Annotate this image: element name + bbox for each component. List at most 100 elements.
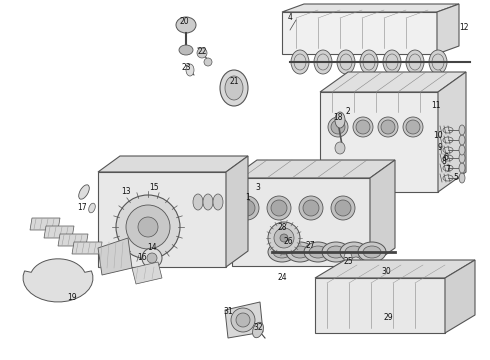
Ellipse shape <box>273 246 291 258</box>
Text: 1: 1 <box>245 194 250 202</box>
Ellipse shape <box>314 50 332 74</box>
Polygon shape <box>98 238 132 275</box>
Ellipse shape <box>235 196 259 220</box>
Polygon shape <box>282 12 437 54</box>
Ellipse shape <box>351 257 361 267</box>
Ellipse shape <box>268 242 296 262</box>
Ellipse shape <box>291 246 309 258</box>
Text: 27: 27 <box>305 240 315 249</box>
Ellipse shape <box>459 163 465 173</box>
Ellipse shape <box>291 50 309 74</box>
Ellipse shape <box>331 196 355 220</box>
Ellipse shape <box>354 266 362 274</box>
Text: 28: 28 <box>277 224 287 233</box>
Ellipse shape <box>126 205 170 249</box>
Ellipse shape <box>429 50 447 74</box>
Polygon shape <box>282 4 459 12</box>
Ellipse shape <box>213 194 223 210</box>
Text: 18: 18 <box>333 113 343 122</box>
Ellipse shape <box>176 17 196 33</box>
Ellipse shape <box>378 117 398 137</box>
Ellipse shape <box>203 194 213 210</box>
Ellipse shape <box>363 246 381 258</box>
Text: 29: 29 <box>383 314 393 323</box>
Text: 4: 4 <box>288 13 293 22</box>
Polygon shape <box>98 156 248 172</box>
Ellipse shape <box>186 64 194 76</box>
Ellipse shape <box>236 313 250 327</box>
Polygon shape <box>98 172 226 267</box>
Polygon shape <box>438 72 466 192</box>
Ellipse shape <box>147 253 157 263</box>
Ellipse shape <box>231 308 255 332</box>
Polygon shape <box>225 302 263 338</box>
Polygon shape <box>58 234 88 246</box>
Ellipse shape <box>268 222 300 254</box>
Ellipse shape <box>381 120 395 134</box>
Ellipse shape <box>358 242 386 262</box>
Ellipse shape <box>225 76 243 100</box>
Polygon shape <box>44 226 74 238</box>
Text: 10: 10 <box>433 131 443 140</box>
Ellipse shape <box>304 242 332 262</box>
Text: 17: 17 <box>77 203 87 212</box>
Text: 20: 20 <box>179 18 189 27</box>
Ellipse shape <box>280 234 288 242</box>
Ellipse shape <box>406 120 420 134</box>
Polygon shape <box>320 92 438 192</box>
Ellipse shape <box>220 70 248 106</box>
Polygon shape <box>30 218 60 230</box>
Polygon shape <box>226 156 248 267</box>
Text: 14: 14 <box>147 243 157 252</box>
Ellipse shape <box>345 246 363 258</box>
Polygon shape <box>370 160 395 266</box>
Polygon shape <box>232 178 370 266</box>
Text: 30: 30 <box>381 267 391 276</box>
Ellipse shape <box>459 125 465 135</box>
Ellipse shape <box>274 228 294 248</box>
Ellipse shape <box>271 200 287 216</box>
Text: 8: 8 <box>441 158 446 166</box>
Ellipse shape <box>360 50 378 74</box>
Text: 16: 16 <box>137 253 147 262</box>
Polygon shape <box>437 4 459 54</box>
Ellipse shape <box>459 153 465 163</box>
Text: 21: 21 <box>229 77 239 86</box>
Ellipse shape <box>340 242 368 262</box>
Polygon shape <box>72 242 102 254</box>
Ellipse shape <box>299 196 323 220</box>
Text: 31: 31 <box>223 307 233 316</box>
Ellipse shape <box>267 196 291 220</box>
Ellipse shape <box>193 194 203 210</box>
Text: 6: 6 <box>443 153 448 162</box>
Text: 3: 3 <box>256 184 261 193</box>
Ellipse shape <box>79 185 89 199</box>
Ellipse shape <box>459 135 465 145</box>
Polygon shape <box>320 72 466 92</box>
Ellipse shape <box>252 322 264 338</box>
Ellipse shape <box>309 246 327 258</box>
Polygon shape <box>445 260 475 333</box>
Text: 32: 32 <box>253 324 263 333</box>
Ellipse shape <box>138 217 158 237</box>
Ellipse shape <box>303 200 319 216</box>
Ellipse shape <box>89 203 95 213</box>
Polygon shape <box>23 259 93 302</box>
Text: 23: 23 <box>181 63 191 72</box>
Text: 5: 5 <box>454 174 459 183</box>
Text: 24: 24 <box>277 274 287 283</box>
Text: 13: 13 <box>121 188 131 197</box>
Ellipse shape <box>337 50 355 74</box>
Ellipse shape <box>116 195 180 259</box>
Text: 22: 22 <box>197 48 207 57</box>
Ellipse shape <box>179 45 193 55</box>
Text: 26: 26 <box>283 238 293 247</box>
Ellipse shape <box>239 200 255 216</box>
Text: 15: 15 <box>149 184 159 193</box>
Ellipse shape <box>344 252 352 264</box>
Text: 9: 9 <box>438 144 442 153</box>
Polygon shape <box>232 160 395 178</box>
Ellipse shape <box>331 120 345 134</box>
Ellipse shape <box>197 48 207 58</box>
Ellipse shape <box>286 242 314 262</box>
